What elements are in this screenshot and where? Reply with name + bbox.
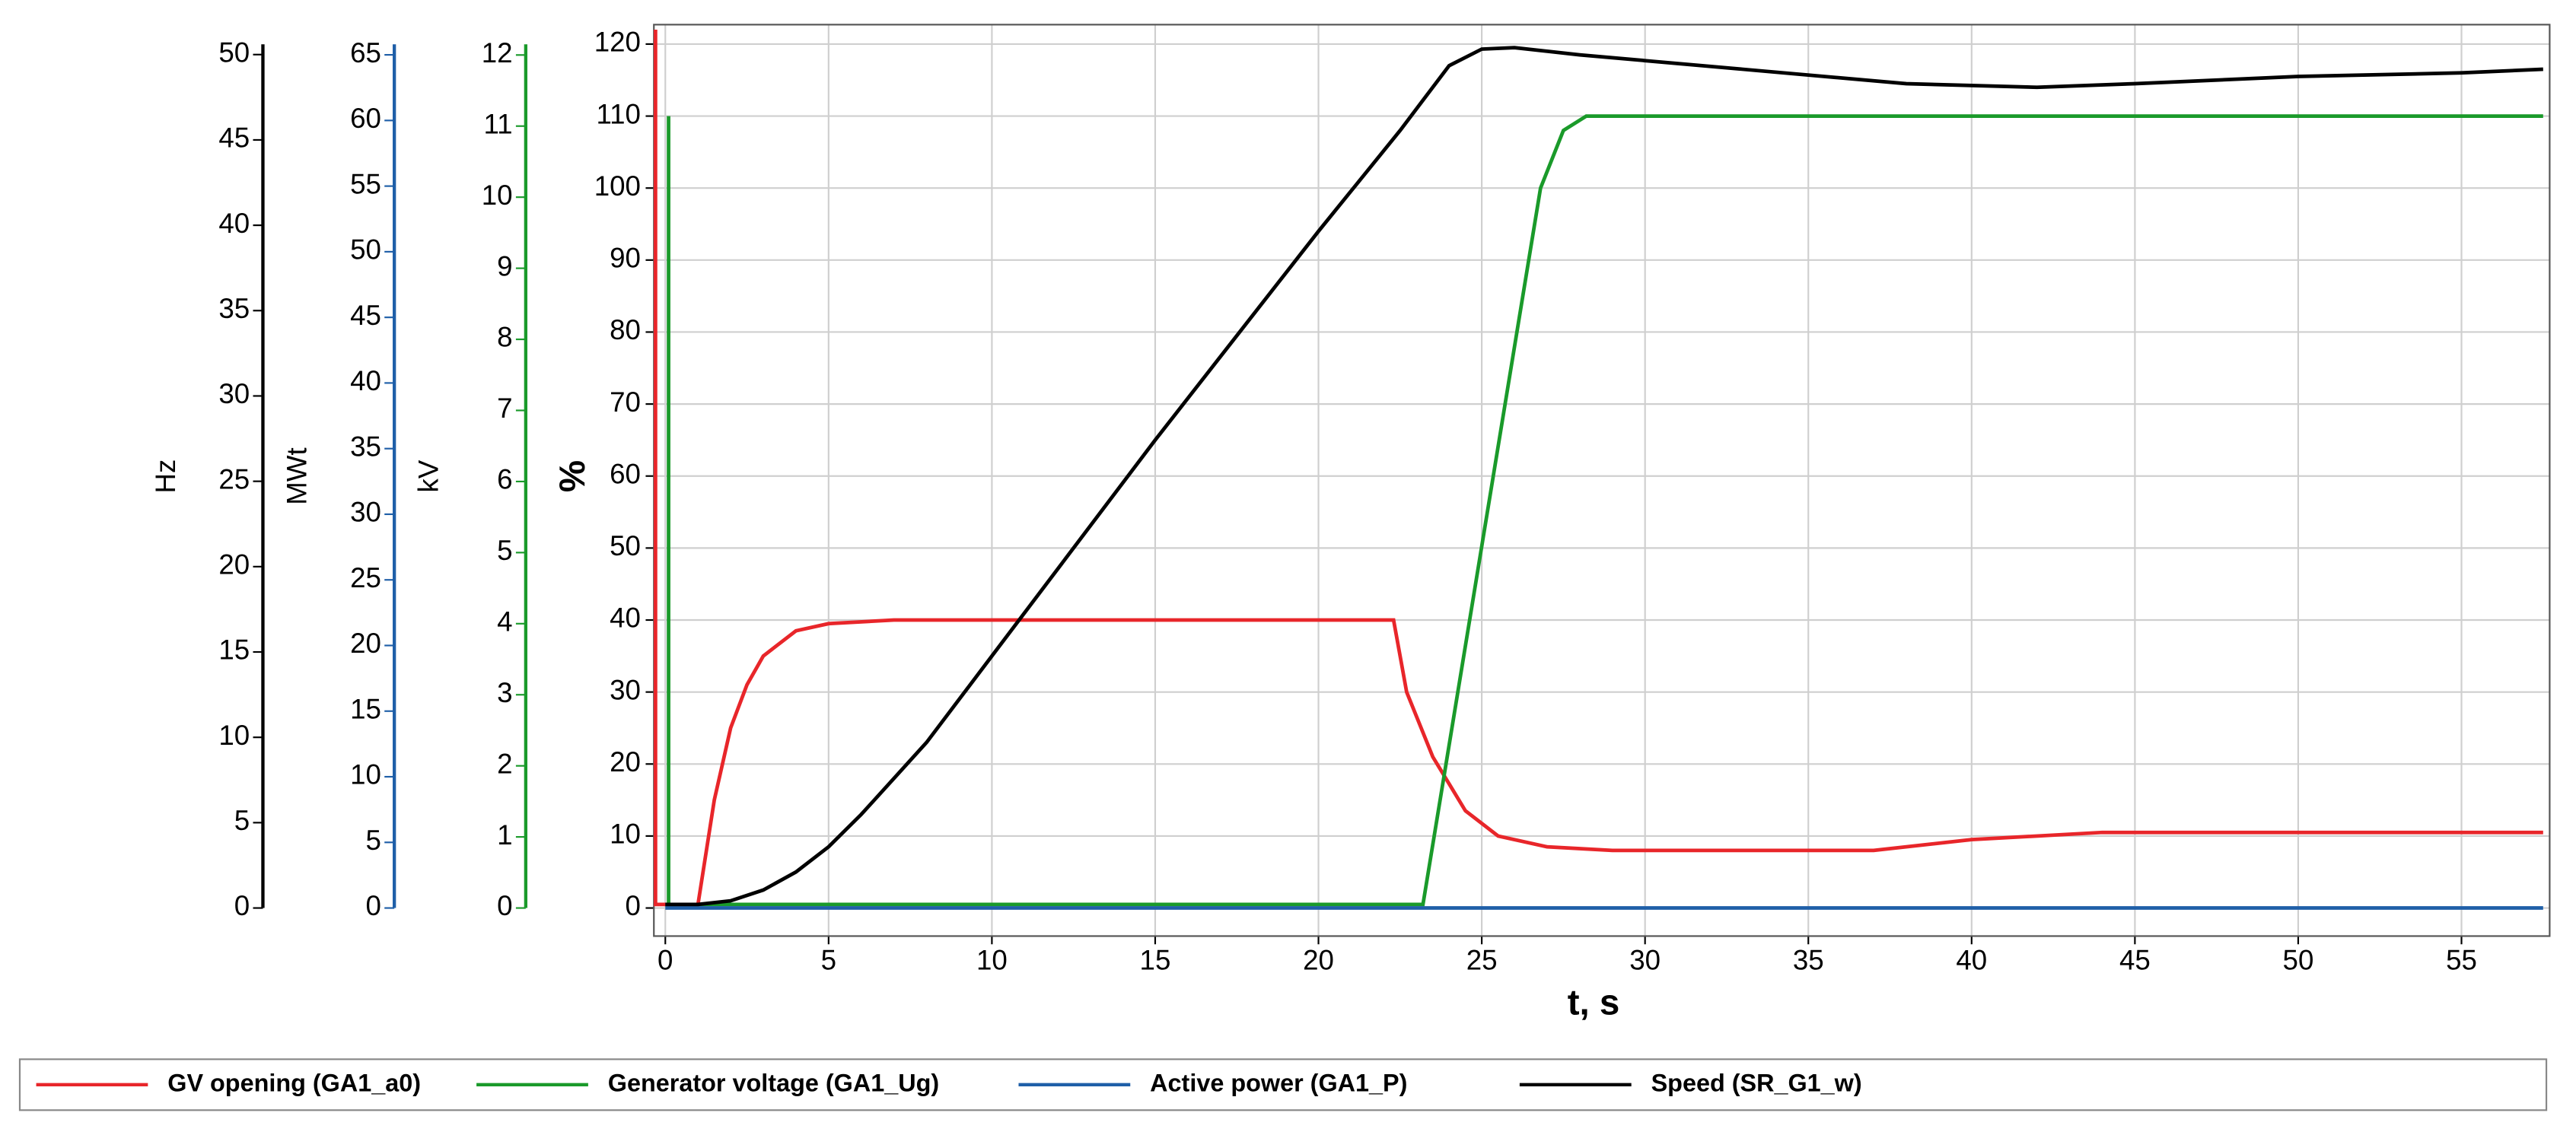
extra-axis-tick-label: 9: [497, 250, 512, 281]
legend-box: [18, 1058, 2548, 1111]
x-tick-label: 5: [821, 945, 836, 976]
y-tick-label: 100: [594, 170, 641, 202]
extra-axis-tick-label: 2: [497, 748, 512, 779]
plot-frame: [653, 24, 2551, 937]
extra-axis-tick-label: 12: [482, 37, 513, 68]
extra-axis-tick-label: 45: [350, 300, 381, 331]
y-tick-label: 30: [610, 674, 641, 705]
extra-axis-tick-label: 30: [218, 378, 250, 409]
series-line: [665, 46, 2543, 907]
extra-axis-tick-label: 5: [234, 805, 250, 836]
legend-label: GV opening (GA1_a0): [167, 1069, 421, 1096]
extra-axis-tick-label: 15: [218, 634, 250, 666]
x-tick-label: 30: [1629, 945, 1661, 976]
extra-axis-tick-label: 35: [350, 431, 381, 462]
extra-axis-tick-label: 4: [497, 606, 512, 637]
extra-axis-tick-label: 15: [350, 693, 381, 724]
x-tick-label: 40: [1956, 945, 1987, 976]
extra-axis-tick-label: 10: [482, 180, 513, 211]
y-tick-label: 120: [594, 27, 641, 58]
extra-axis-tick-label: 11: [483, 108, 512, 139]
series-line: [654, 30, 2543, 907]
y-tick-label: 80: [610, 314, 641, 345]
extra-axis-tick-label: 55: [350, 168, 381, 199]
y-tick-label: 110: [596, 98, 640, 129]
extra-axis-tick-label: 0: [497, 890, 512, 921]
extra-axis-tick-label: 0: [234, 890, 250, 921]
x-tick-label: 0: [658, 945, 673, 976]
extra-axis-tick-label: 8: [497, 322, 512, 353]
extra-axis-tick-label: 1: [497, 819, 512, 851]
extra-axis-tick-label: 20: [350, 628, 381, 659]
legend-label: Generator voltage (GA1_Ug): [608, 1069, 939, 1096]
extra-axis-tick-label: 50: [218, 37, 250, 68]
extra-axis-tick-label: 3: [497, 677, 512, 708]
y-tick-label: 0: [626, 890, 641, 921]
y-tick-label: 20: [610, 746, 641, 777]
x-tick-label: 20: [1303, 945, 1334, 976]
extra-axis-tick-label: 10: [350, 759, 381, 790]
x-tick-label: 25: [1466, 945, 1498, 976]
y-tick-label: 70: [610, 386, 641, 418]
extra-axis-title: Hz: [150, 459, 181, 494]
extra-axis-tick-label: 20: [218, 549, 250, 580]
x-tick-label: 35: [1793, 945, 1824, 976]
x-tick-label: 50: [2283, 945, 2314, 976]
legend-label: Active power (GA1_P): [1150, 1069, 1407, 1096]
y-axis-title: %: [552, 460, 593, 492]
extra-axis-tick-label: 65: [350, 37, 381, 68]
extra-axis-title: kV: [412, 459, 444, 492]
extra-axis-tick-label: 5: [497, 535, 512, 566]
y-tick-label: 50: [610, 530, 641, 561]
x-tick-label: 15: [1140, 945, 1171, 976]
y-tick-label: 60: [610, 458, 641, 489]
y-tick-label: 90: [610, 243, 641, 274]
extra-axis-tick-label: 6: [497, 464, 512, 495]
legend-label: Speed (SR_G1_w): [1651, 1069, 1862, 1096]
extra-axis-tick-label: 5: [365, 825, 381, 856]
x-tick-label: 55: [2446, 945, 2477, 976]
extra-axis-title: MWt: [282, 447, 313, 504]
extra-axis-tick-label: 40: [218, 208, 250, 239]
y-tick-label: 40: [610, 603, 641, 634]
x-tick-label: 45: [2119, 945, 2151, 976]
extra-axis-tick-label: 40: [350, 365, 381, 396]
extra-axis-tick-label: 25: [350, 562, 381, 593]
x-axis-title: t, s: [1568, 983, 1620, 1023]
extra-axis-tick-label: 60: [350, 103, 381, 134]
extra-axis-tick-label: 45: [218, 122, 250, 154]
series-line: [667, 114, 2543, 907]
extra-axis-tick-label: 0: [365, 890, 381, 921]
x-tick-label: 10: [976, 945, 1008, 976]
extra-axis-tick-label: 30: [350, 497, 381, 528]
extra-axis-tick-label: 10: [218, 720, 250, 751]
y-tick-label: 10: [610, 819, 641, 850]
extra-axis-tick-label: 7: [497, 393, 512, 424]
extra-axis-tick-label: 50: [350, 234, 381, 266]
extra-axis-tick-label: 25: [218, 463, 250, 494]
extra-axis-tick-label: 35: [218, 293, 250, 324]
